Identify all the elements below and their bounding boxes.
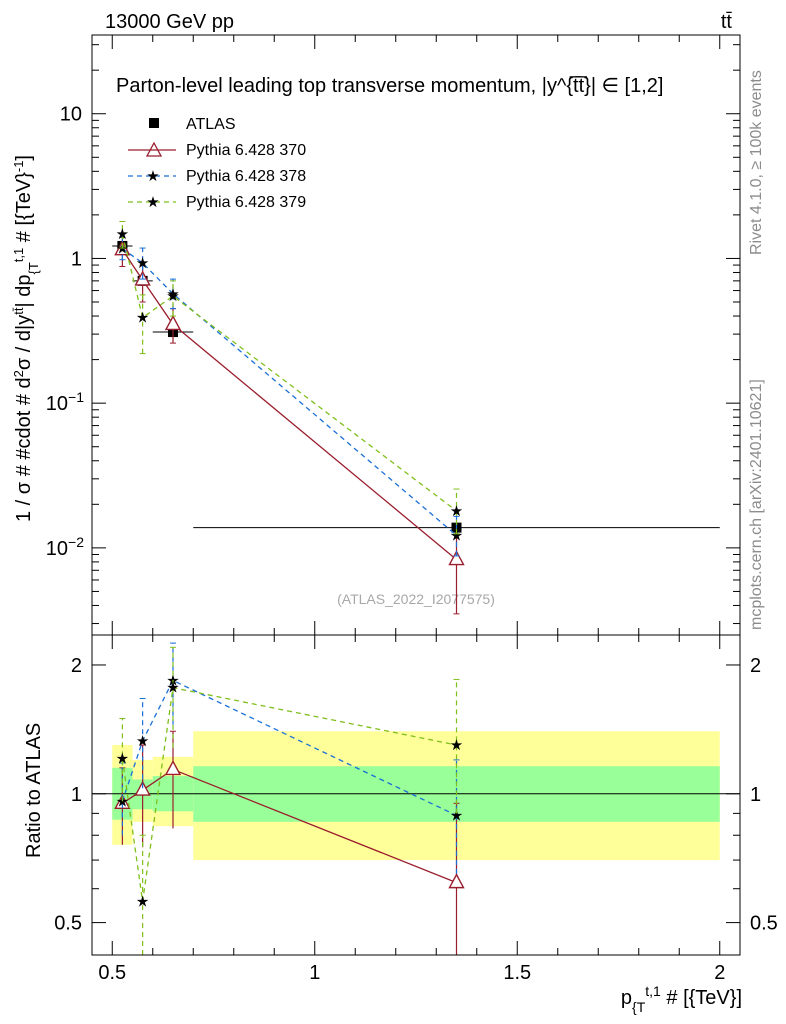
ratio-point: ★ <box>450 807 463 824</box>
header-process-label: tt̄ <box>721 11 733 33</box>
x-axis-title: p{Tt,1 # [{TeV}] <box>621 983 742 1015</box>
data-point <box>448 550 465 566</box>
main-y-tick-label: 10−2 <box>46 534 84 560</box>
series-atlas <box>112 240 720 533</box>
ratio-panel-frame <box>91 634 741 956</box>
x-tick-label: 2 <box>714 962 725 984</box>
x-tick-label: 0.5 <box>98 962 126 984</box>
legend-marker-370 <box>145 141 163 157</box>
main-panel: 10−2 10−1 1 10 Parton-level leading top tra… <box>11 34 741 636</box>
ratio-point: ★ <box>136 733 149 750</box>
ratio-y-axis-title: Ratio to ATLAS <box>23 723 45 858</box>
ratio-y-tick-label: 2 <box>71 655 82 677</box>
main-y-tick-label: 1 <box>71 248 82 270</box>
legend-label-379: Pythia 6.428 379 <box>186 194 306 211</box>
rivet-version-label: Rivet 4.1.0, ≥ 100k events <box>748 70 765 255</box>
header-energy-label: 13000 GeV pp <box>105 11 234 33</box>
main-data-series: ★★★★★★★★ <box>112 221 720 615</box>
data-point: ★ <box>116 226 129 243</box>
legend-marker-378: ★ <box>146 168 159 185</box>
ratio-y-tick-label-right: 2 <box>750 655 761 677</box>
ratio-point <box>114 793 131 810</box>
series-pythia-6.428-370 <box>114 236 465 615</box>
legend-label-atlas: ATLAS <box>186 116 236 133</box>
legend: ATLAS Pythia 6.428 370 ★ Pythia 6.428 37… <box>128 116 306 211</box>
main-chart-title: Parton-level leading top transverse mome… <box>116 75 663 97</box>
x-tick-label: 1.5 <box>503 962 531 984</box>
ratio-data-series: ★★★★★★★★ <box>114 642 465 955</box>
ratio-series-line <box>121 679 457 817</box>
legend-label-370: Pythia 6.428 370 <box>186 142 306 159</box>
ratio-series-pythia-6.428-370 <box>114 730 465 955</box>
data-point: ★ <box>116 241 129 258</box>
ratio-y-ticks: 0.5 0.5 1 1 2 2 <box>54 655 778 935</box>
legend-marker-379: ★ <box>146 194 159 211</box>
data-point <box>164 314 182 331</box>
ratio-y-tick-label-right: 1 <box>750 784 761 806</box>
ratio-series-line <box>122 768 457 884</box>
series-line <box>121 233 457 512</box>
ratio-y-tick-label-right: 0.5 <box>750 913 778 935</box>
ratio-panel: ★★★★★★★★ 0.5 0.51 12 2 0.5 1 1.5 2 Ratio to AT… <box>23 634 778 1015</box>
ratio-y-tick-label: 1 <box>71 784 82 806</box>
ratio-point <box>164 759 182 776</box>
legend-label-378: Pythia 6.428 378 <box>186 168 306 185</box>
mcplots-label: mcplots.cern.ch [arXiv:2401.10621] <box>748 379 765 630</box>
data-point: ★ <box>136 255 149 272</box>
main-x-ticks <box>111 35 721 635</box>
ratio-point: ★ <box>136 894 149 911</box>
series-pythia-6.428-378: ★ ★ ★ ★ <box>116 236 463 557</box>
data-point: ★ <box>166 288 179 305</box>
analysis-watermark: (ATLAS_2022_I2077575) <box>337 591 495 607</box>
ratio-point <box>448 873 465 889</box>
ratio-y-tick-label: 0.5 <box>54 913 82 935</box>
data-point: ★ <box>450 503 463 520</box>
legend-marker-atlas <box>149 118 159 128</box>
ratio-point: ★ <box>450 737 463 754</box>
series-line <box>121 249 457 561</box>
ratio-point: ★ <box>166 680 179 697</box>
ratio-point: ★ <box>116 793 129 810</box>
main-y-tick-label: 10−1 <box>46 389 84 415</box>
main-y-tick-label: 10 <box>60 104 82 126</box>
ratio-series-line <box>121 686 457 902</box>
x-tick-label: 1 <box>309 962 320 984</box>
series-line <box>121 248 457 536</box>
ratio-point: ★ <box>116 750 129 767</box>
ratio-series-pythia-6.428-379: ★ ★ ★ ★ <box>116 646 463 955</box>
main-y-axis-title: 1 / σ # #cdot # d2σ / d|ytt̄| dp{Tt,1 # … <box>11 155 41 522</box>
data-point: ★ <box>136 310 149 327</box>
main-y-ticks: 10−2 10−1 1 10 <box>46 44 740 625</box>
ratio-point <box>134 780 151 796</box>
ratio-x-ticks: 0.5 1 1.5 2 <box>98 635 725 984</box>
data-point: ★ <box>450 527 463 544</box>
series-pythia-6.428-379: ★★★★ <box>116 221 463 535</box>
